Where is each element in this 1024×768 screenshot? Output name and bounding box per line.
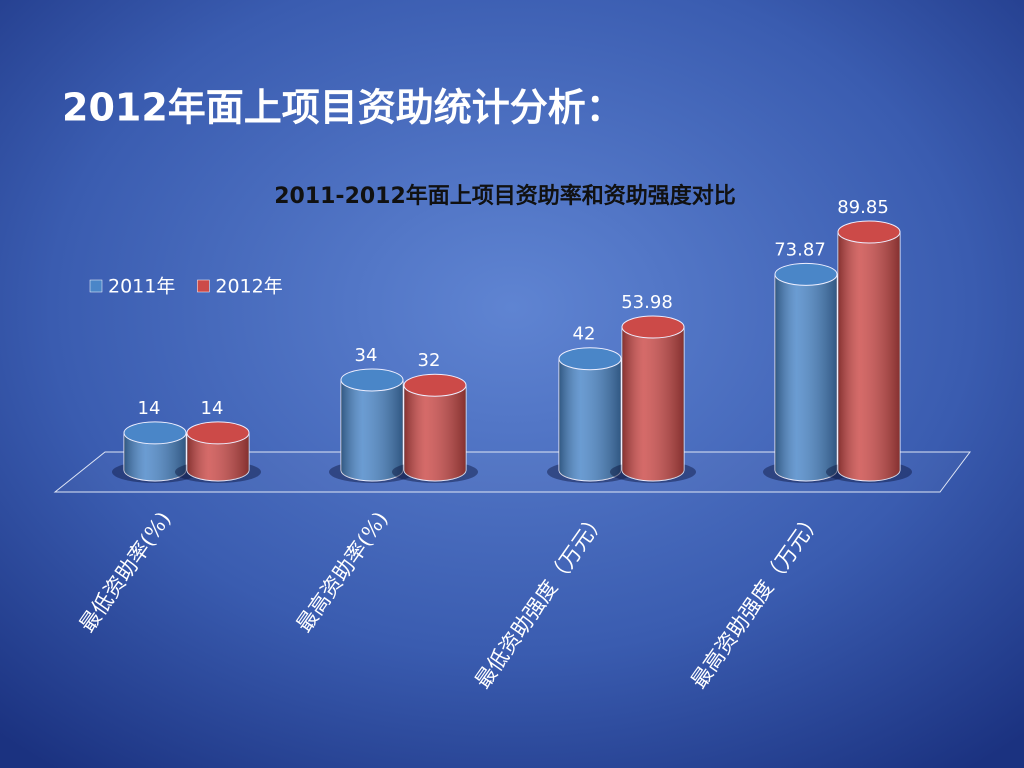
cylinder-top [186,421,250,445]
cylinder [175,421,261,483]
cylinder-top [774,262,838,286]
cylinder-shade [559,358,621,481]
cylinder-shade [622,327,684,481]
cylinder-top [403,373,467,397]
value-label: 14 [138,398,161,419]
cylinder-shade [775,274,837,481]
cylinder [112,421,198,483]
cylinder [392,373,478,483]
value-label: 53.98 [621,292,673,313]
cylinder-top [340,368,404,392]
value-label: 14 [201,398,224,419]
cylinder-shade [404,385,466,481]
cylinder [547,347,633,483]
legend-swatch [89,279,103,293]
cylinder-top [123,421,187,445]
legend-label: 2011年 [108,276,175,298]
value-label: 32 [418,350,441,371]
chart-title: 2011-2012年面上项目资助率和资助强度对比 [274,183,736,209]
value-label: 73.87 [774,239,826,260]
cylinder [610,315,696,483]
cylinder-top [621,315,685,339]
cylinder [826,220,912,483]
legend-swatch [197,279,210,293]
cylinder-top [837,220,901,244]
cylinder-shade [187,432,249,481]
cylinder-shade [838,232,900,481]
cylinder-top [558,347,622,371]
cylinder [329,368,415,483]
value-label: 89.85 [837,197,889,218]
cylinder-shade [341,379,403,481]
value-label: 42 [573,324,596,345]
value-label: 34 [355,345,378,366]
cylinder [763,262,849,483]
slide-title: 2012年面上项目资助统计分析： [62,86,624,130]
chart-floor [53,451,971,493]
cylinder-shade [124,432,186,481]
legend-label: 2012年 [215,276,282,298]
